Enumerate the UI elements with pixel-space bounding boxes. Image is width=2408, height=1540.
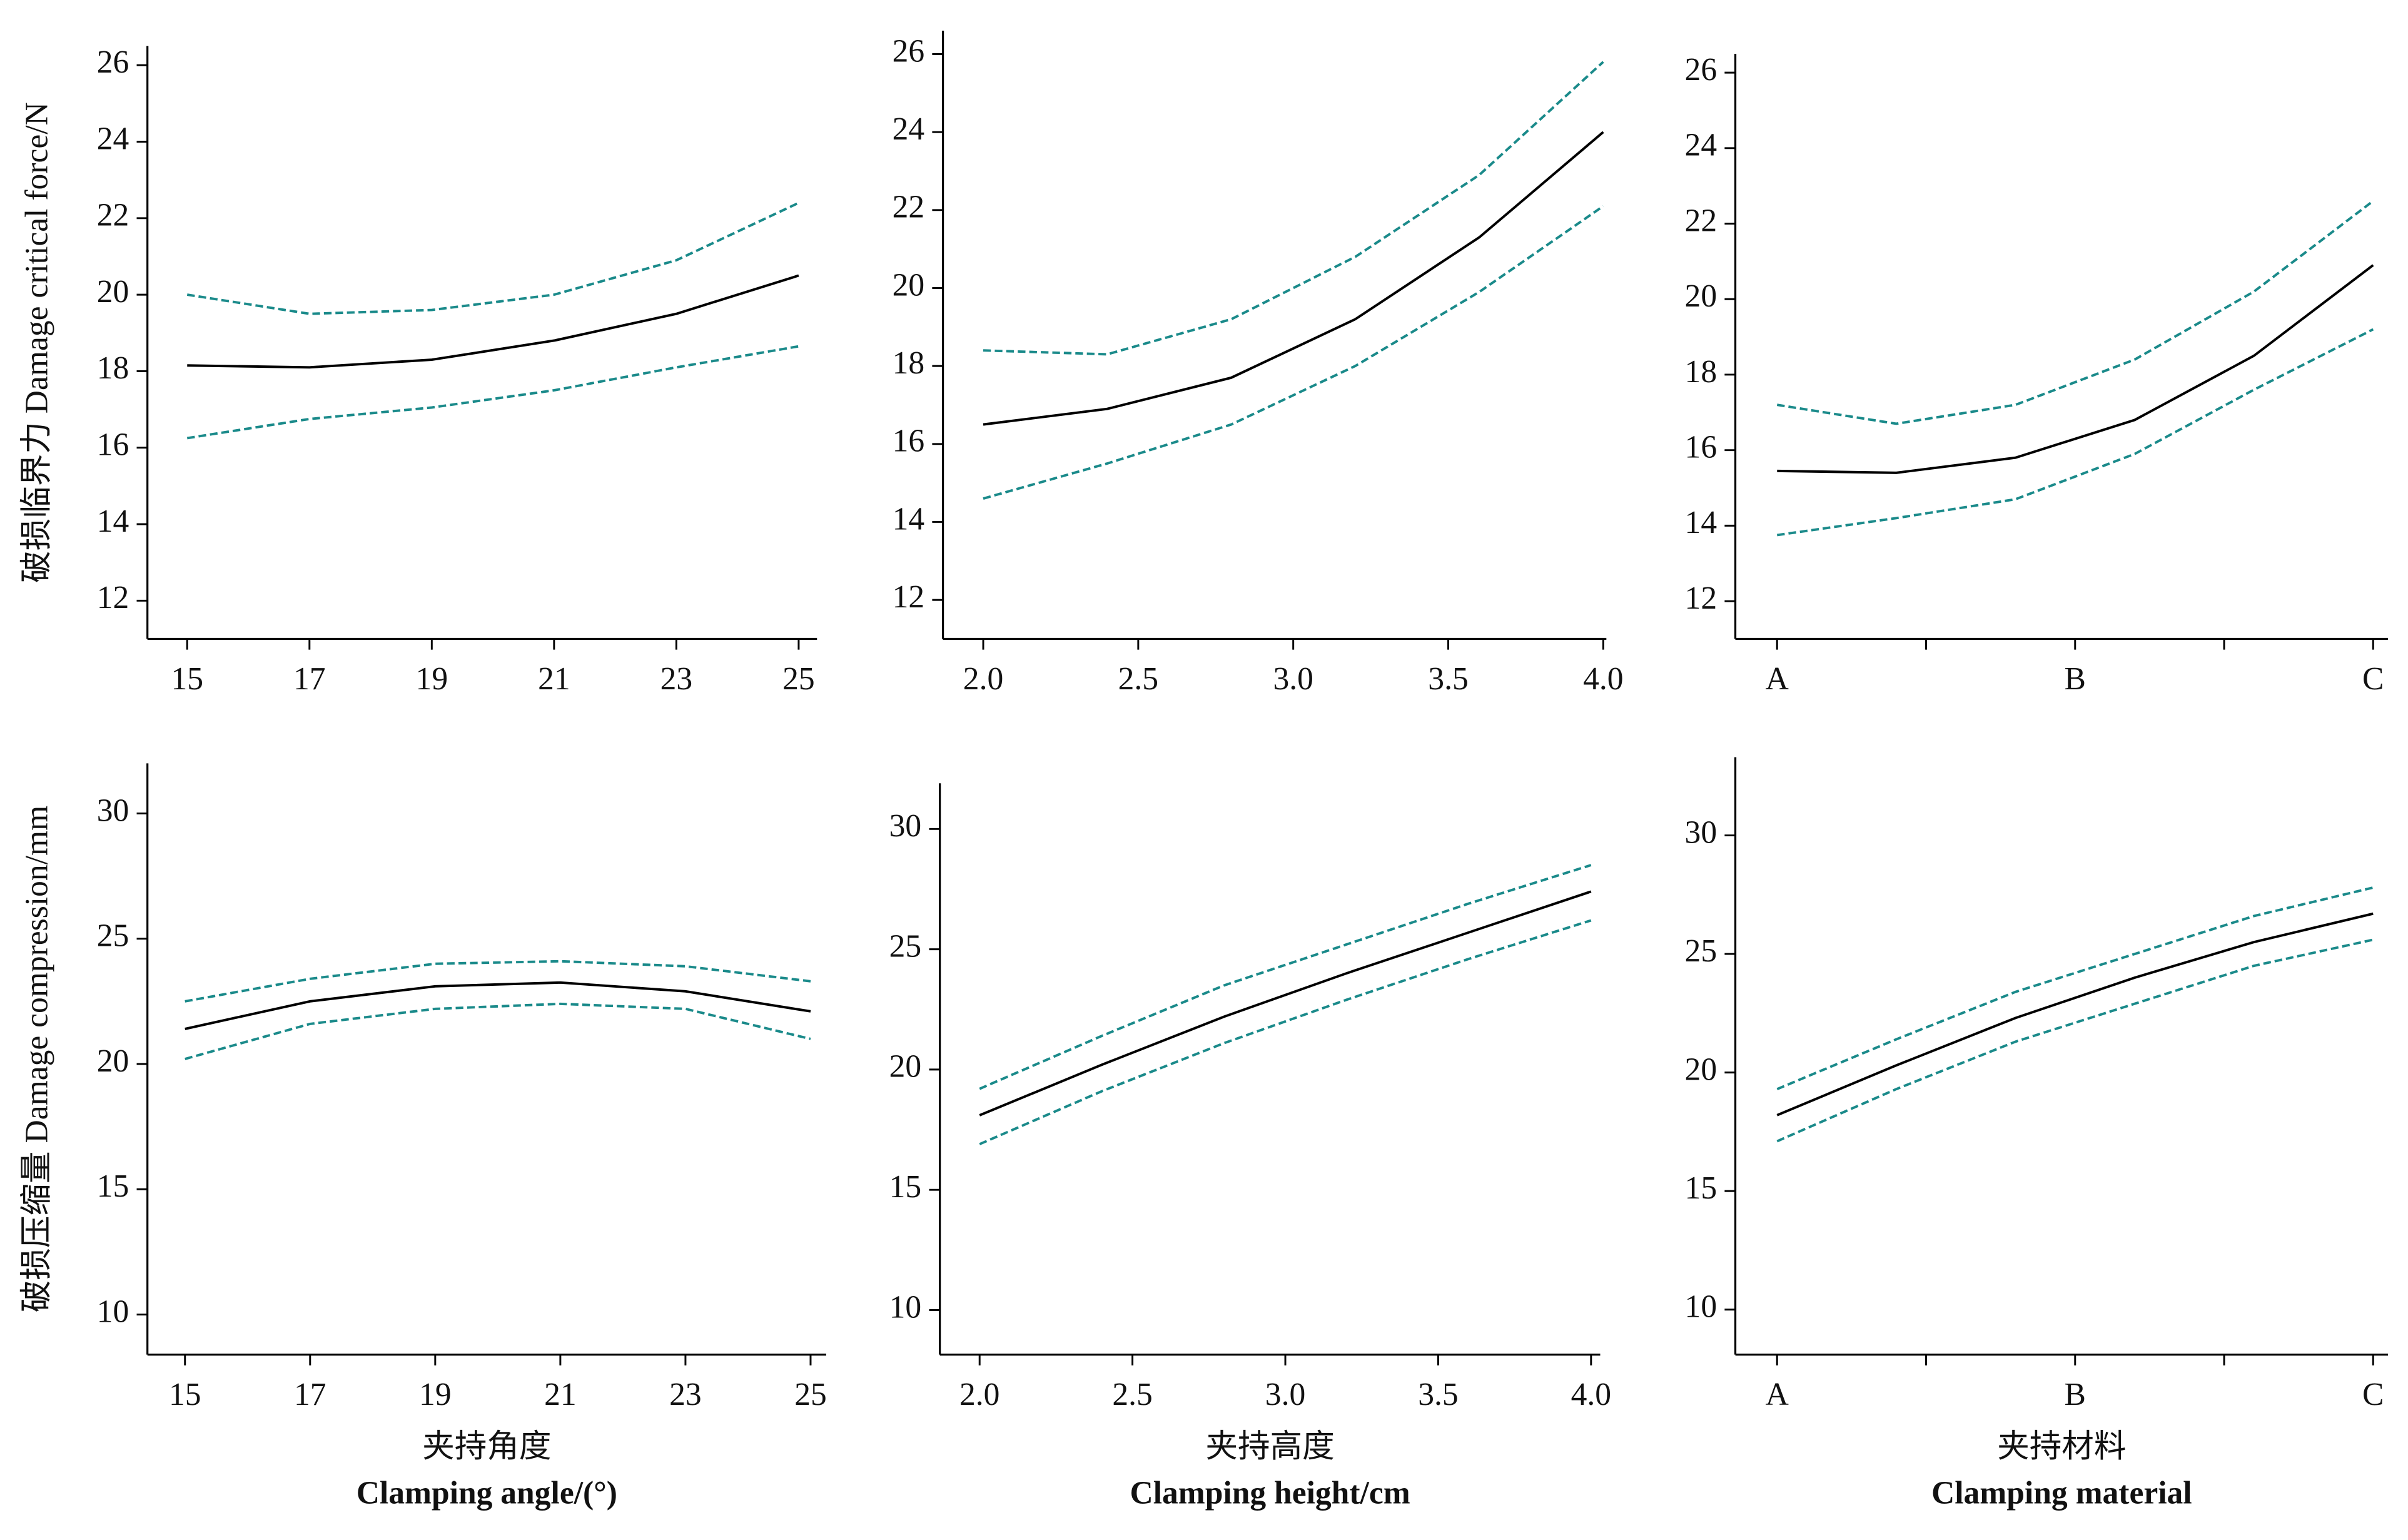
- curve: [983, 131, 1604, 426]
- x-tick-label: 15: [169, 1377, 201, 1412]
- y-tick-label: 10: [889, 1289, 922, 1325]
- x-tick-label: 17: [294, 1377, 326, 1412]
- y-tick-label: 20: [97, 274, 129, 310]
- x-tick-label: 4.0: [1571, 1377, 1611, 1412]
- y-tick-label: 10: [97, 1294, 129, 1329]
- y-tick-label: 16: [97, 427, 129, 463]
- x-tick-label: C: [2362, 661, 2384, 697]
- y-tick-label: 24: [1685, 128, 1717, 163]
- curve: [979, 864, 1592, 1090]
- x-tick-label: 25: [782, 661, 815, 697]
- y-tick-label: 20: [1685, 278, 1717, 314]
- x-tick-label: 23: [669, 1377, 702, 1412]
- y-tick-label: 22: [1685, 203, 1717, 238]
- x-axis-label: Clamping height/cm: [1130, 1475, 1410, 1511]
- x-tick-label: 4.0: [1583, 661, 1623, 697]
- x-tick-label: A: [1766, 1377, 1789, 1412]
- curve: [185, 960, 811, 1003]
- curve: [979, 919, 1592, 1145]
- x-tick-label: 15: [171, 661, 203, 697]
- curve: [983, 61, 1604, 356]
- y-tick-label: 20: [97, 1043, 129, 1079]
- y-axis-label: 破损临界力 Damage critical force/N: [19, 102, 55, 583]
- y-tick-label: 25: [1685, 933, 1717, 969]
- y-tick-label: 12: [97, 580, 129, 615]
- y-tick-label: 14: [1685, 505, 1717, 540]
- y-tick-label: 26: [1685, 52, 1717, 88]
- y-tick-label: 12: [1685, 580, 1717, 616]
- x-tick-label: 25: [794, 1377, 827, 1412]
- x-tick-label: 3.5: [1418, 1377, 1458, 1412]
- y-tick-label: 12: [893, 579, 925, 615]
- y-tick-label: 20: [889, 1049, 922, 1085]
- y-tick-label: 18: [1685, 354, 1717, 390]
- x-tick-label: B: [2065, 1377, 2086, 1412]
- x-tick-label: 3.0: [1273, 661, 1313, 697]
- y-axis-label: 破损压缩量 Damage compression/mm: [19, 806, 55, 1312]
- curve: [983, 205, 1604, 500]
- curve: [979, 890, 1592, 1117]
- x-axis-label: Clamping angle/(°): [357, 1475, 617, 1511]
- x-tick-label: 2.5: [1118, 661, 1158, 697]
- curve: [1776, 886, 2374, 1090]
- y-tick-label: 30: [97, 793, 129, 828]
- y-tick-label: 18: [893, 345, 925, 381]
- curve: [1776, 328, 2374, 537]
- y-tick-label: 14: [893, 501, 925, 537]
- y-tick-label: 22: [97, 198, 129, 233]
- curve: [1777, 264, 2374, 474]
- y-tick-label: 30: [1685, 814, 1717, 850]
- y-tick-label: 20: [893, 267, 925, 303]
- y-tick-label: 26: [893, 33, 925, 69]
- y-tick-label: 25: [889, 928, 922, 964]
- x-tick-label: 19: [419, 1377, 452, 1412]
- curve: [1776, 938, 2374, 1143]
- x-tick-label: 2.5: [1112, 1377, 1152, 1412]
- x-tick-label: 23: [660, 661, 693, 697]
- x-tick-label: B: [2065, 661, 2086, 697]
- y-tick-label: 18: [97, 350, 129, 386]
- x-tick-label: 17: [293, 661, 326, 697]
- x-tick-label: 2.0: [959, 1377, 999, 1412]
- y-tick-label: 24: [893, 111, 925, 147]
- x-tick-label: 2.0: [963, 661, 1003, 697]
- curve: [185, 981, 811, 1030]
- curve: [187, 274, 799, 369]
- curve: [186, 345, 799, 440]
- y-tick-label: 14: [97, 504, 129, 539]
- x-tick-label: 19: [416, 661, 448, 697]
- x-axis-label: 夹持高度: [1205, 1429, 1334, 1465]
- y-tick-label: 22: [893, 190, 925, 225]
- x-axis-label: 夹持角度: [422, 1429, 551, 1465]
- x-tick-label: A: [1766, 661, 1789, 697]
- curve: [186, 201, 799, 315]
- x-tick-label: 3.5: [1428, 661, 1468, 697]
- x-axis-label: 夹持材料: [1997, 1429, 2126, 1465]
- y-tick-label: 15: [889, 1169, 922, 1205]
- x-tick-label: 3.0: [1265, 1377, 1305, 1412]
- x-tick-label: C: [2362, 1377, 2384, 1412]
- y-tick-label: 10: [1685, 1289, 1717, 1324]
- y-tick-label: 15: [97, 1168, 129, 1204]
- y-tick-label: 26: [97, 44, 129, 80]
- x-tick-label: 21: [544, 1377, 577, 1412]
- curve: [1776, 912, 2374, 1117]
- y-tick-label: 24: [97, 121, 129, 156]
- y-tick-label: 20: [1685, 1051, 1717, 1087]
- y-tick-label: 25: [97, 918, 129, 954]
- y-tick-label: 15: [1685, 1170, 1717, 1206]
- x-tick-label: 21: [538, 661, 570, 697]
- curve: [185, 1002, 811, 1060]
- y-tick-label: 16: [893, 423, 925, 459]
- curve: [1776, 200, 2374, 425]
- x-axis-label: Clamping material: [1931, 1475, 2192, 1511]
- y-tick-label: 30: [889, 808, 922, 844]
- y-tick-label: 16: [1685, 429, 1717, 465]
